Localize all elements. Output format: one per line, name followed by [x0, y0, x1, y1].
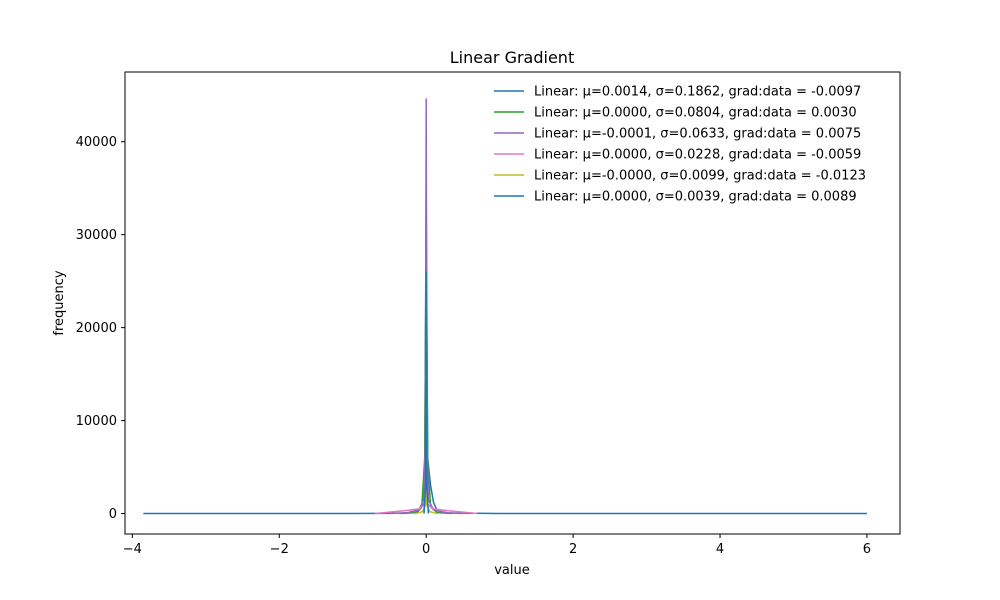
legend: Linear: μ=0.0014, σ=0.1862, grad:data = … — [494, 85, 866, 205]
legend-item: Linear: μ=-0.0000, σ=0.0099, grad:data =… — [494, 169, 866, 184]
y-axis: 0 10000 20000 30000 40000 — [76, 135, 125, 522]
series-line-3 — [389, 98, 463, 515]
y-tick-label: 10000 — [76, 414, 117, 429]
x-tick-label: 6 — [863, 542, 871, 557]
legend-item: Linear: μ=0.0000, σ=0.0039, grad:data = … — [494, 190, 857, 205]
y-tick-label: 20000 — [76, 321, 117, 336]
legend-item: Linear: μ=0.0014, σ=0.1862, grad:data = … — [494, 85, 861, 100]
x-tick-label: 0 — [422, 542, 430, 557]
series-line-5 — [414, 488, 438, 515]
y-tick-label: 0 — [109, 507, 117, 522]
legend-label: Linear: μ=0.0000, σ=0.0039, grad:data = … — [534, 190, 857, 205]
legend-item: Linear: μ=0.0000, σ=0.0228, grad:data = … — [494, 148, 861, 163]
y-tick-label: 30000 — [76, 228, 117, 243]
legend-label: Linear: μ=-0.0001, σ=0.0633, grad:data =… — [534, 127, 861, 142]
x-tick-label: 2 — [569, 542, 577, 557]
legend-item: Linear: μ=-0.0001, σ=0.0633, grad:data =… — [494, 127, 861, 142]
series-line-1 — [143, 192, 867, 515]
x-axis: −4 −2 0 2 4 6 — [123, 534, 871, 557]
axes-frame — [124, 71, 901, 535]
legend-label: Linear: μ=0.0000, σ=0.0228, grad:data = … — [534, 148, 861, 163]
x-axis-label: value — [494, 563, 530, 578]
legend-item: Linear: μ=0.0000, σ=0.0804, grad:data = … — [494, 106, 857, 121]
legend-label: Linear: μ=0.0000, σ=0.0804, grad:data = … — [534, 106, 857, 121]
chart-title: Linear Gradient — [450, 48, 574, 67]
x-tick-label: −4 — [123, 542, 142, 557]
y-tick-label: 40000 — [76, 135, 117, 150]
series-line-6 — [423, 271, 430, 514]
x-tick-label: 4 — [716, 542, 724, 557]
legend-label: Linear: μ=0.0014, σ=0.1862, grad:data = … — [534, 85, 861, 100]
plot-area — [143, 98, 867, 515]
y-axis-label: frequency — [52, 270, 67, 336]
x-tick-label: −2 — [270, 542, 289, 557]
legend-label: Linear: μ=-0.0000, σ=0.0099, grad:data =… — [534, 169, 866, 184]
